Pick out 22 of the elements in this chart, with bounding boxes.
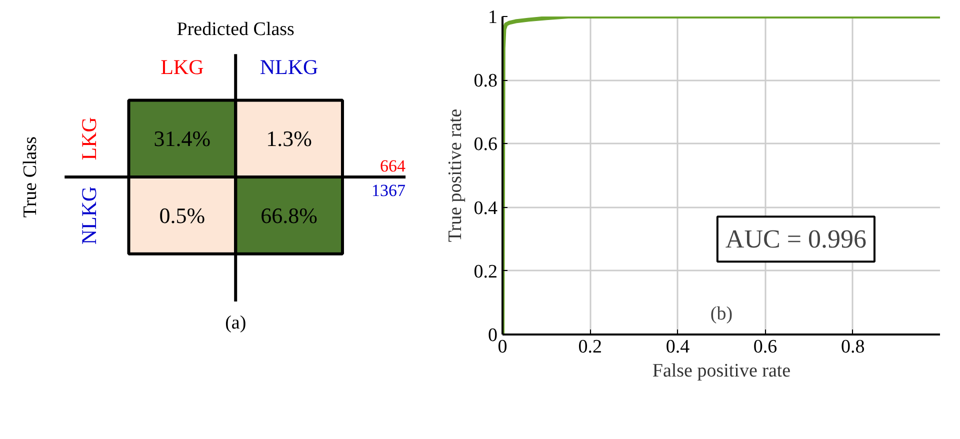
annotation: (b) <box>710 304 733 324</box>
y-tick-label: 0.4 <box>474 198 498 219</box>
x-tick-label: 0.6 <box>753 336 778 358</box>
annotation: AUC = 0.996 <box>725 224 866 254</box>
data-label: 1.3% <box>266 126 312 152</box>
data-label: 31.4% <box>154 126 211 152</box>
x-tick-label: 0.2 <box>578 336 602 358</box>
y-axis-title: True Class <box>20 136 41 218</box>
x-tick-label: 0.8 <box>841 336 865 358</box>
annotation: 664 <box>380 156 406 176</box>
y-tick-label: 1 <box>488 7 498 28</box>
x-axis-title: Predicted Class <box>176 19 294 40</box>
line-series <box>502 16 940 334</box>
y-tick-label: 0.2 <box>474 261 498 282</box>
x-axis-title: False positive rate <box>652 360 791 382</box>
x-tick-label: 0.4 <box>666 336 690 358</box>
data-label: 0.5% <box>159 202 206 228</box>
data-label: 66.8% <box>260 202 318 228</box>
y-axis-title: True positive rate <box>444 108 466 242</box>
text: (a) <box>225 312 246 334</box>
annotation: 1367 <box>372 181 406 200</box>
y-tick-label: 0.6 <box>474 134 498 156</box>
